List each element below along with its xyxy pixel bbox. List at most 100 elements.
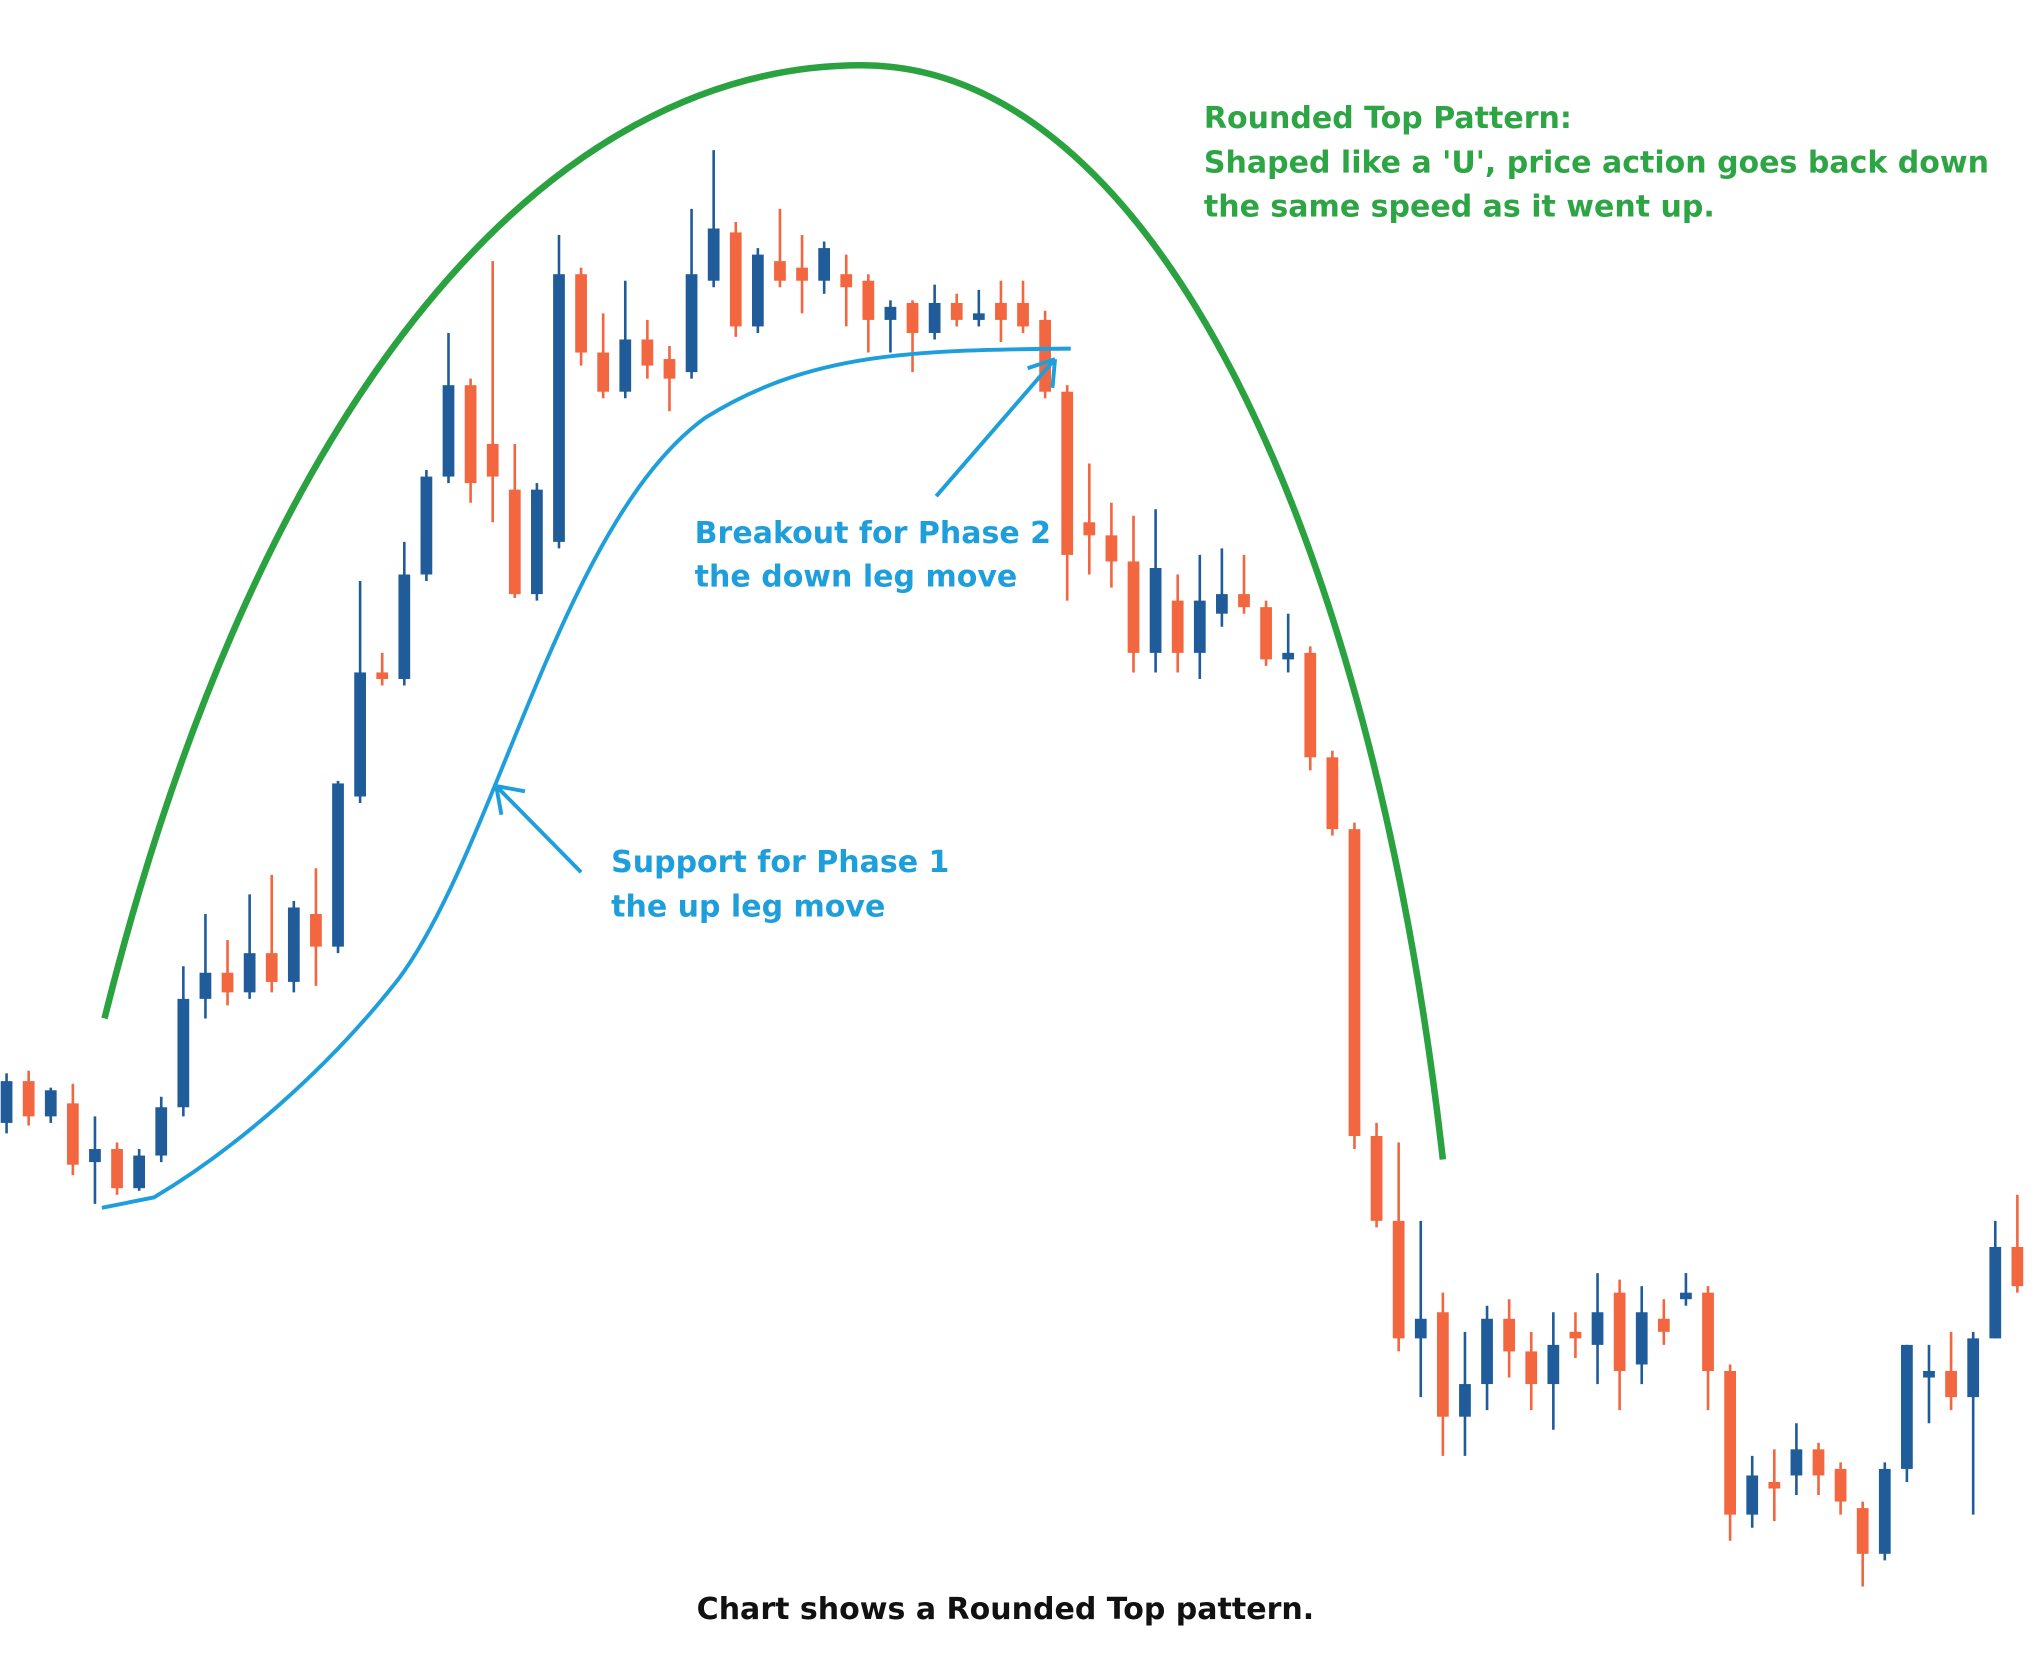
candle-body xyxy=(1923,1371,1935,1378)
candle-body xyxy=(1238,594,1250,608)
candle-body xyxy=(1171,600,1184,653)
candle-body xyxy=(1635,1312,1648,1365)
candle-body xyxy=(376,672,389,679)
caption: Chart shows a Rounded Top pattern. xyxy=(697,1592,1315,1627)
candle-body xyxy=(1370,1135,1383,1221)
candle-body xyxy=(575,274,587,353)
candle-body xyxy=(1680,1292,1692,1300)
candle-body xyxy=(840,274,853,288)
candle-body xyxy=(265,953,278,982)
candle-body xyxy=(1503,1318,1516,1352)
candle-body xyxy=(310,914,322,947)
support-label: the up leg move xyxy=(611,890,885,925)
candle-body xyxy=(796,267,808,281)
candle-body xyxy=(1304,652,1317,758)
candle-body xyxy=(906,302,919,333)
arrows xyxy=(494,357,1058,874)
candle-body xyxy=(332,783,344,947)
candle-body xyxy=(818,248,831,281)
candle-body xyxy=(928,302,941,333)
candle-body xyxy=(1591,1312,1604,1345)
candle-body xyxy=(663,359,676,379)
candle-body xyxy=(287,907,300,982)
candle-body xyxy=(972,313,985,320)
candle-body xyxy=(1967,1338,1980,1398)
candle-body xyxy=(751,254,764,327)
candle-body xyxy=(89,1149,101,1163)
candle-body xyxy=(1326,757,1339,830)
candle-body xyxy=(1989,1246,2002,1339)
candle-body xyxy=(199,972,212,999)
candle-body xyxy=(177,998,190,1108)
candle-body xyxy=(1083,522,1096,536)
candle-body xyxy=(155,1107,168,1156)
candle-body xyxy=(1216,594,1228,614)
candle-body xyxy=(1613,1292,1626,1372)
candle-body xyxy=(508,489,521,595)
candle-body xyxy=(1878,1468,1891,1554)
candle-body xyxy=(221,972,234,993)
candle-body xyxy=(1017,302,1029,327)
candle-body xyxy=(44,1090,57,1117)
candle-body xyxy=(1127,561,1140,653)
candle-body xyxy=(1569,1331,1582,1339)
candle-body xyxy=(1547,1344,1560,1385)
candle-body xyxy=(1061,391,1074,555)
candle-body xyxy=(1724,1371,1736,1515)
candle-body xyxy=(995,302,1007,320)
candle-body xyxy=(420,476,433,575)
candle-body xyxy=(1702,1292,1714,1372)
candle-body xyxy=(1901,1344,1913,1469)
candle-body xyxy=(1105,535,1118,562)
candle-body xyxy=(22,1081,35,1117)
candle-body xyxy=(774,261,786,281)
candle-body xyxy=(486,443,499,477)
pattern-text: the same speed as it went up. xyxy=(1204,190,1715,225)
candle-body xyxy=(398,574,411,679)
support-arrow xyxy=(494,784,583,874)
candle-body xyxy=(1834,1468,1847,1502)
candle-body xyxy=(1392,1220,1405,1339)
breakout-label: Breakout for Phase 2 xyxy=(695,516,1051,551)
candle-body xyxy=(1039,319,1051,392)
candle-body xyxy=(553,274,565,542)
candle-body xyxy=(729,232,742,327)
candle-body xyxy=(442,385,455,477)
candle-body xyxy=(531,489,543,595)
candle-body xyxy=(354,672,366,797)
breakout-label: the down leg move xyxy=(695,559,1018,594)
candle-body xyxy=(597,352,610,392)
candle-body xyxy=(1282,652,1295,660)
candle-body xyxy=(0,1081,13,1123)
candle-body xyxy=(2011,1246,2024,1287)
pattern-text: Shaped like a 'U', price action goes bac… xyxy=(1204,145,1989,180)
candle-body xyxy=(243,953,256,993)
candle-body xyxy=(1856,1508,1869,1554)
candle-body xyxy=(950,302,963,320)
candle-body xyxy=(1260,607,1272,660)
candle-body xyxy=(1790,1449,1803,1476)
candle-body xyxy=(1193,600,1206,653)
candle-body xyxy=(1525,1351,1538,1385)
candle-body xyxy=(862,280,875,320)
candle-body xyxy=(66,1103,79,1165)
rounded-top-arc xyxy=(101,62,1447,1160)
pattern-title: Rounded Top Pattern: xyxy=(1204,101,1572,136)
candle-body xyxy=(111,1149,123,1189)
support-label: Support for Phase 1 xyxy=(611,845,949,880)
candle-body xyxy=(1436,1312,1449,1417)
breakout-arrow xyxy=(934,357,1058,498)
candle-body xyxy=(1414,1318,1427,1339)
candle-body xyxy=(1945,1371,1957,1398)
candle-body xyxy=(884,306,897,320)
candle-body xyxy=(1657,1318,1670,1332)
candle-body xyxy=(1746,1475,1759,1515)
candle-body xyxy=(133,1155,146,1189)
candles xyxy=(0,150,2024,1587)
candle-body xyxy=(1768,1481,1781,1489)
candle-body xyxy=(1812,1449,1825,1476)
support-curve xyxy=(101,346,1071,1210)
candle-body xyxy=(1149,567,1162,653)
